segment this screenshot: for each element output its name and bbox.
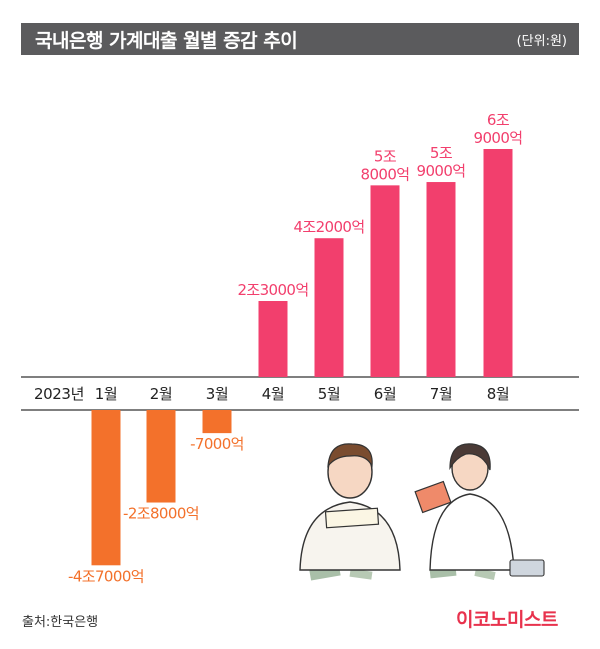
brand-logo: 이코노미스트: [456, 609, 558, 631]
data-label: 9000억: [474, 129, 523, 147]
source-note: 출처:한국은행: [22, 615, 99, 630]
tick-label: 7월: [430, 385, 453, 403]
bar-7월: [426, 182, 456, 377]
data-label: 5조: [374, 147, 397, 165]
chart-title: 국내은행 가계대출 월별 증감 추이: [35, 29, 298, 52]
bar-4월: [258, 301, 288, 377]
bar-2월: [146, 410, 176, 503]
tick-label: 6월: [374, 385, 397, 403]
tick-label: 5월: [318, 385, 341, 403]
bar-3월: [202, 410, 232, 434]
tick-label: 1월: [95, 385, 118, 403]
tick-label: 2월: [150, 385, 173, 403]
data-label: 6조: [487, 111, 510, 129]
data-label: -4조7000억: [68, 567, 144, 585]
title-bar: 국내은행 가계대출 월별 증감 추이 (단위:원): [21, 23, 579, 55]
bar-6월: [370, 185, 400, 377]
data-label: -7000억: [190, 435, 244, 453]
tick-label: 8월: [487, 385, 510, 403]
worried-couple-illustration: [299, 443, 545, 581]
data-label: 4조2000억: [293, 218, 364, 236]
tick-label: 4월: [262, 385, 285, 403]
bar-1월: [91, 410, 121, 566]
data-label: 2조3000억: [237, 281, 308, 299]
bar-8월: [483, 149, 513, 377]
bar-5월: [314, 238, 344, 377]
year-label: 2023년: [34, 385, 84, 403]
data-label: -2조8000억: [123, 505, 199, 523]
unit-label: (단위:원): [516, 33, 567, 49]
tick-label: 3월: [206, 385, 229, 403]
data-label: 5조: [430, 144, 453, 162]
data-label: 9000억: [417, 162, 466, 180]
data-label: 8000억: [361, 165, 410, 183]
